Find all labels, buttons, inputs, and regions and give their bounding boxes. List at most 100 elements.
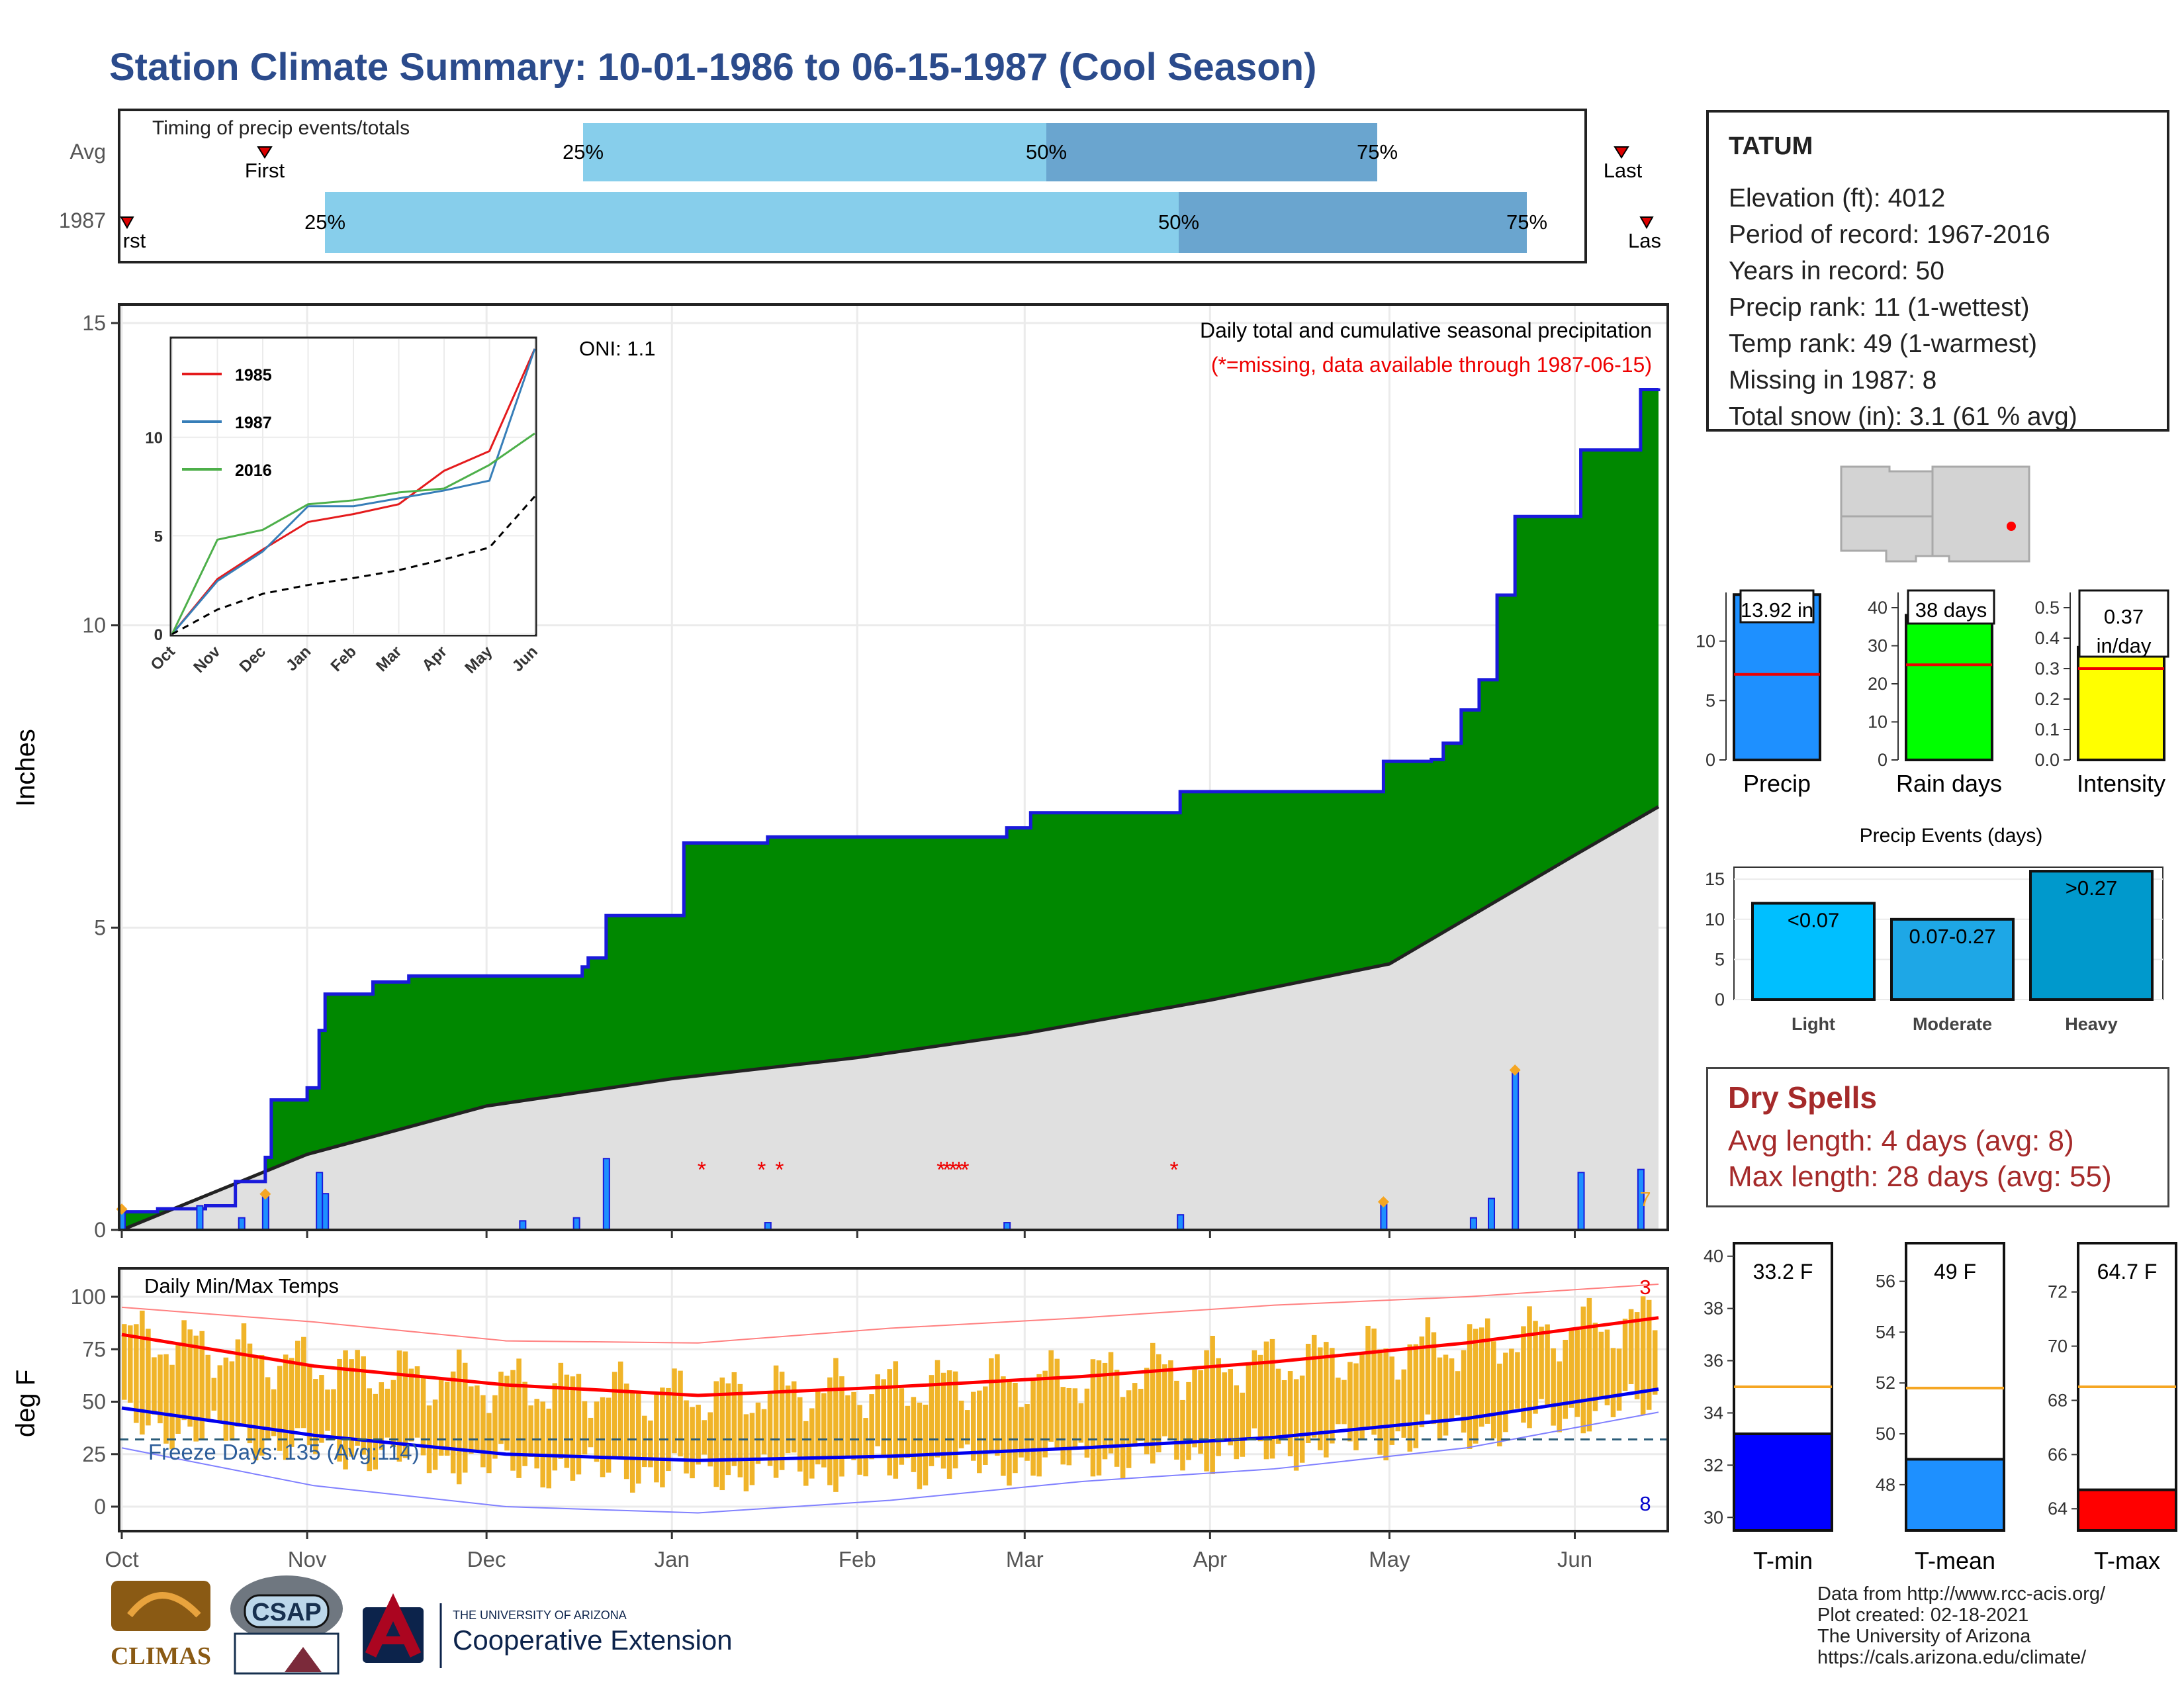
timing-title: Timing of precip events/totals <box>152 117 410 139</box>
temp-stat-ytick-label: 38 <box>1704 1299 1723 1319</box>
stat-ytick-label: 0.3 <box>2034 659 2060 679</box>
daily-temp-bar <box>899 1388 905 1465</box>
temp-ytick-label: 25 <box>82 1442 106 1466</box>
daily-temp-bar <box>1467 1324 1473 1449</box>
daily-temp-bar <box>1108 1352 1114 1454</box>
station-precip-rank: Precip rank: 11 (1-wettest) <box>1729 293 2030 322</box>
event-bar-moderate <box>1890 917 2015 1001</box>
daily-temp-bar <box>1449 1358 1455 1419</box>
daily-precip-bar <box>1488 1197 1496 1231</box>
daily-temp-bar <box>1324 1342 1329 1458</box>
csap-mountain <box>285 1647 322 1672</box>
daily-temp-bar <box>546 1409 552 1489</box>
daily-temp-bar <box>1102 1362 1108 1460</box>
ua-logo-big-text: Cooperative Extension <box>453 1624 733 1656</box>
daily-temp-bar <box>666 1387 671 1472</box>
daily-temp-bar <box>995 1354 1000 1456</box>
daily-temp-bar <box>313 1379 318 1454</box>
inset-ytick-label: 10 <box>145 430 163 447</box>
heavy-day-marker <box>1377 1196 1389 1208</box>
daily-temp-bar <box>1246 1365 1251 1438</box>
daily-temp-bar <box>301 1336 306 1429</box>
timing-panel: Timing of precip events/totals Avg 1987 … <box>59 109 1661 263</box>
dry-spells-avg: Avg length: 4 days (avg: 8) <box>1728 1125 2074 1157</box>
temp-xtick-label: Nov <box>288 1547 327 1571</box>
inset-series-line <box>171 348 536 635</box>
precip-events-chart: Precip Events (days) 0 5 10 15 <0.07 Light 0.0… <box>1705 825 2163 1034</box>
temp-ytick-label: 100 <box>71 1285 106 1309</box>
daily-temp-bar <box>809 1408 815 1479</box>
temp-stat-ytick-label: 64 <box>2048 1499 2068 1519</box>
daily-temp-bar <box>725 1383 731 1476</box>
daily-temp-bar <box>821 1393 827 1468</box>
daily-temp-bar <box>785 1385 791 1454</box>
csap-base <box>234 1632 340 1675</box>
daily-temp-bar <box>964 1410 970 1445</box>
daily-temp-bar <box>761 1409 767 1455</box>
daily-temp-bar <box>929 1375 934 1466</box>
inset-lines <box>171 348 536 635</box>
daily-temp-bar <box>1048 1350 1054 1442</box>
temp-stat-ytick-label: 66 <box>2048 1444 2068 1464</box>
stat-ytick-label: 0.2 <box>2034 689 2060 709</box>
dry-spells-max: Max length: 28 days (avg: 55) <box>1728 1160 2112 1193</box>
temp-stat-ytick-label: 72 <box>2048 1282 2068 1302</box>
daily-temp-bar <box>1054 1358 1060 1448</box>
daily-temp-bar <box>1515 1352 1520 1409</box>
daily-temp-bar <box>259 1354 265 1456</box>
map-states <box>1840 465 2030 563</box>
daily-temp-bar <box>247 1343 253 1444</box>
daily-temp-bar <box>594 1401 600 1462</box>
events-ytick-label: 5 <box>1715 949 1725 969</box>
1987-last-label: Las <box>1628 229 1661 252</box>
tmin-value-label: 33.2 F <box>1753 1260 1813 1284</box>
temp-ytick-label: 75 <box>82 1337 106 1361</box>
tmax-value-label: 64.7 F <box>2097 1260 2158 1284</box>
daily-temp-bar <box>713 1381 719 1487</box>
tmin-label: T-min <box>1753 1547 1813 1574</box>
daily-temp-bar <box>946 1370 952 1479</box>
daily-temp-bar <box>1407 1344 1413 1452</box>
daily-temp-bar <box>989 1358 994 1452</box>
tmean-bar <box>1905 1458 2005 1532</box>
daily-temp-bar <box>1138 1388 1144 1441</box>
station-location-marker <box>2007 522 2016 531</box>
timing-row-avg: Avg <box>69 140 106 164</box>
legend-1987-label: 1987 <box>235 414 272 432</box>
daily-temp-bar <box>175 1344 181 1434</box>
daily-temp-bar <box>1090 1359 1096 1477</box>
inset-ytick-label: 5 <box>154 528 163 545</box>
1987-q25-label: 25% <box>304 211 345 234</box>
daily-temp-bar <box>1180 1399 1185 1471</box>
record-low-count: 8 <box>1639 1492 1651 1515</box>
daily-temp-bar <box>331 1389 336 1440</box>
daily-temp-bar <box>1646 1299 1652 1410</box>
daily-temp-bar <box>719 1377 725 1491</box>
daily-temp-bar <box>1503 1352 1508 1432</box>
season-stat-bars: 0 5 10 Precip 0 10 20 30 40 Rain days 0.0 0.1 0.2 0.3… <box>1696 589 2169 797</box>
daily-temp-bar <box>1461 1350 1467 1433</box>
daily-temp-bar <box>1251 1350 1257 1429</box>
daily-temp-bar <box>1126 1390 1132 1468</box>
daily-temp-bar <box>588 1417 594 1448</box>
dry-spells-box: Dry Spells Avg length: 4 days (avg: 8) M… <box>1706 1067 2169 1207</box>
daily-precip-bar <box>316 1172 324 1231</box>
daily-temp-bar <box>779 1372 785 1470</box>
daily-temp-bar <box>373 1393 379 1470</box>
precip-ylabel: Inches <box>11 729 40 807</box>
missing-star: * <box>757 1158 766 1183</box>
daily-precip-bars <box>116 1064 1645 1231</box>
daily-temp-bar <box>755 1402 761 1464</box>
events-ytick-label: 0 <box>1715 990 1725 1009</box>
daily-temp-bar <box>1586 1297 1592 1432</box>
daily-temp-bar <box>1479 1327 1484 1427</box>
daily-temp-bar <box>1132 1383 1138 1447</box>
daily-temp-bar <box>295 1340 300 1429</box>
daily-temp-bar <box>845 1395 850 1459</box>
daily-temp-bar <box>1509 1348 1514 1411</box>
events-title: Precip Events (days) <box>1860 825 2043 847</box>
rain-days-value-box <box>1907 589 1995 625</box>
daily-temp-bar <box>1443 1354 1449 1436</box>
daily-temp-bar <box>1144 1368 1150 1454</box>
